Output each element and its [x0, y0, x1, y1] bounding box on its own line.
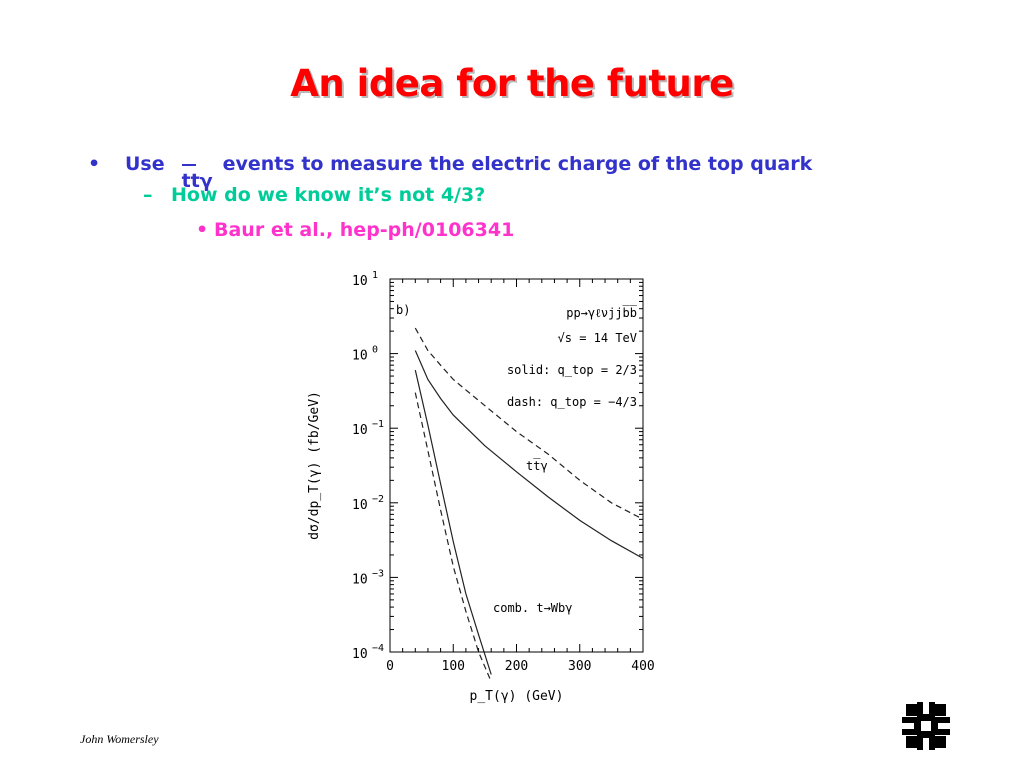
- slide-title: An idea for the future: [290, 62, 734, 105]
- y-tick-label: 10: [352, 423, 368, 438]
- series-line: [414, 369, 492, 675]
- x-tick-label: 200: [505, 659, 528, 674]
- panel-label: b): [396, 303, 410, 317]
- y-axis-label: dσ/dp_T(γ) (fb/GeV): [307, 391, 322, 540]
- y-tick-exponent: 1: [372, 270, 378, 281]
- overline-bar: [181, 164, 196, 166]
- series-line: [414, 327, 644, 520]
- ttgamma-symbol-text: ttγ: [181, 170, 213, 192]
- fermilab-logo-icon: [900, 700, 952, 752]
- y-tick-label: 10: [352, 647, 368, 662]
- bullet-text: Use ttγ events to measure the electric cha…: [125, 153, 813, 192]
- x-tick-label: 400: [631, 659, 654, 674]
- y-tick-label: 10: [352, 498, 368, 513]
- bullet-prefix: Use: [125, 153, 165, 175]
- y-tick-exponent: −2: [372, 494, 384, 505]
- y-tick-exponent: 0: [372, 345, 378, 356]
- y-tick-exponent: −3: [372, 568, 384, 579]
- y-tick-exponent: −1: [372, 419, 384, 430]
- energy-label: √s = 14 TeV: [558, 331, 637, 345]
- bullet-text: Baur et al., hep-ph/0106341: [214, 219, 515, 241]
- ttgamma-curve-label: tt̅γ: [526, 457, 548, 473]
- process-label: pp→γℓνjjb̅b̅: [566, 304, 638, 320]
- y-tick-label: 10: [352, 349, 368, 364]
- x-axis-label: p_T(γ) (GeV): [470, 689, 564, 704]
- y-tick-label: 10: [352, 274, 368, 289]
- x-tick-label: 300: [568, 659, 591, 674]
- bullet-text: How do we know it’s not 4/3?: [171, 184, 486, 206]
- bullet-marker: •: [196, 219, 209, 241]
- y-tick-label: 10: [352, 572, 368, 587]
- legend-solid: solid: q_top = 2/3: [507, 363, 637, 377]
- x-tick-label: 100: [442, 659, 465, 674]
- x-tick-label: 0: [386, 659, 394, 674]
- bullet-marker: –: [143, 184, 153, 206]
- series-line: [414, 350, 644, 559]
- y-tick-exponent: −4: [372, 643, 384, 654]
- bullet-suffix: events to measure the electric charge of…: [222, 153, 813, 175]
- legend-dash: dash: q_top = −4/3: [507, 395, 637, 409]
- footer-author: John Womersley: [80, 732, 159, 746]
- comb-curve-label: comb. t→Wbγ: [493, 601, 572, 615]
- bullet-marker: •: [88, 153, 101, 175]
